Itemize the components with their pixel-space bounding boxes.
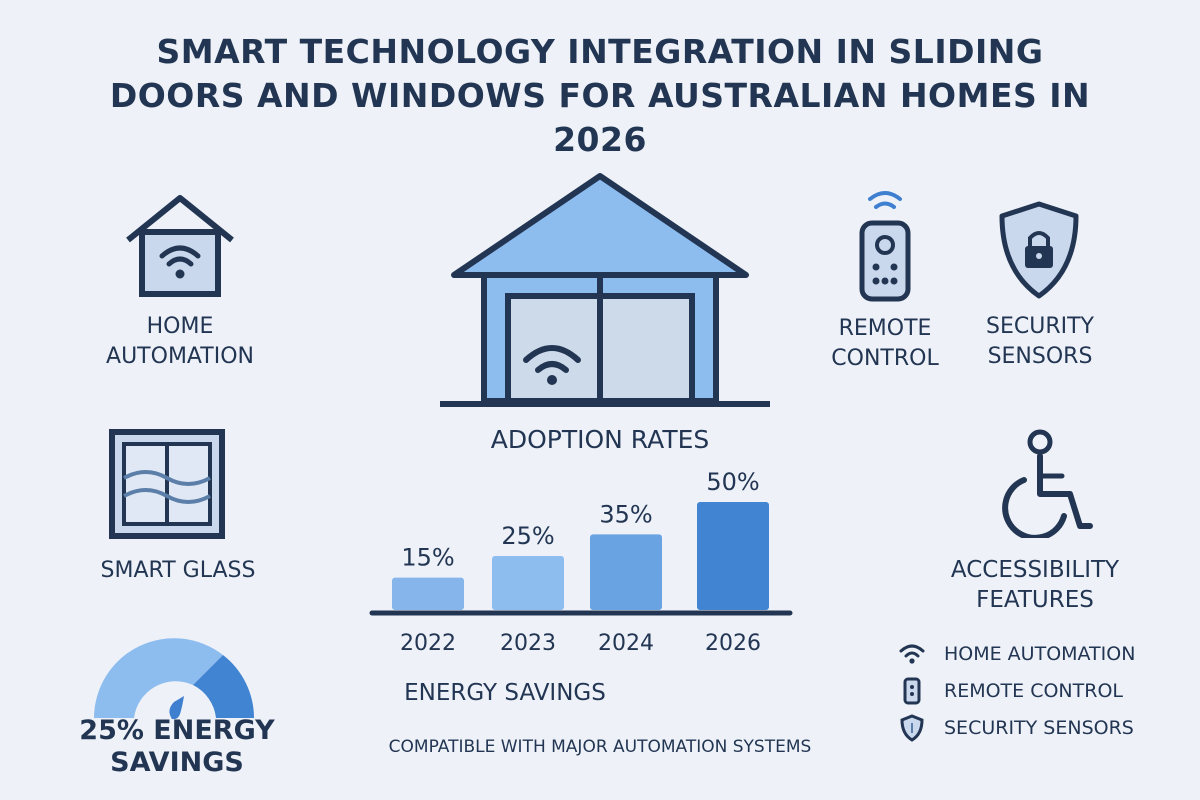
data-label: 35% (599, 500, 652, 528)
legend-item-security-sensors: SECURITY SENSORS (898, 714, 1134, 742)
bar-2026 (697, 502, 769, 610)
bar-2024 (590, 534, 662, 610)
home-automation-label: HOME AUTOMATION (106, 314, 254, 369)
wifi-icon (899, 644, 925, 664)
gauge-fill (193, 655, 254, 718)
security-sensors-label: SECURITY SENSORS (986, 314, 1094, 369)
page-title: SMART TECHNOLOGY INTEGRATION IN SLIDING … (109, 32, 1091, 159)
security-shield-icon (999, 201, 1079, 299)
remote-control-icon (859, 191, 911, 302)
x-tick-label: 2026 (705, 631, 761, 656)
legend-item-home-automation: HOME AUTOMATION (898, 640, 1135, 668)
energy-savings-heading: ENERGY SAVINGS (404, 680, 606, 706)
smart-sliding-door-house-icon (440, 173, 770, 407)
accessibility-label: ACCESSIBILITY FEATURES (950, 557, 1120, 613)
x-tick-label: 2022 (400, 631, 456, 656)
compatibility-note: COMPATIBLE WITH MAJOR AUTOMATION SYSTEMS (388, 737, 812, 757)
legend-label: REMOTE CONTROL (944, 680, 1123, 702)
energy-savings-label: 25% ENERGY SAVINGS (79, 715, 275, 778)
home-wifi-icon (126, 195, 234, 297)
smart-glass-label: SMART GLASS (100, 558, 256, 583)
chart-title: ADOPTION RATES (490, 425, 710, 454)
accessibility-icon (1002, 429, 1093, 538)
legend-label: HOME AUTOMATION (944, 643, 1136, 665)
data-label: 25% (501, 522, 554, 550)
shield-icon (900, 714, 924, 742)
data-label: 50% (706, 468, 759, 496)
smart-glass-icon (109, 429, 225, 539)
remote-icon (903, 677, 921, 705)
data-label: 15% (401, 544, 454, 572)
legend-item-remote-control: REMOTE CONTROL (898, 677, 1123, 705)
adoption-bar-chart: 15% 2022 25% 2023 35% 2024 50% 2026 (369, 468, 793, 656)
gauge-track (94, 638, 223, 718)
gauge-needle-icon (169, 696, 184, 720)
remote-control-label: REMOTE CONTROL (831, 316, 939, 371)
legend-label: SECURITY SENSORS (944, 717, 1134, 739)
x-tick-label: 2023 (500, 631, 556, 656)
energy-gauge (94, 638, 254, 720)
bar-2022 (392, 577, 464, 610)
x-tick-label: 2024 (598, 631, 654, 656)
bar-2023 (492, 556, 564, 610)
